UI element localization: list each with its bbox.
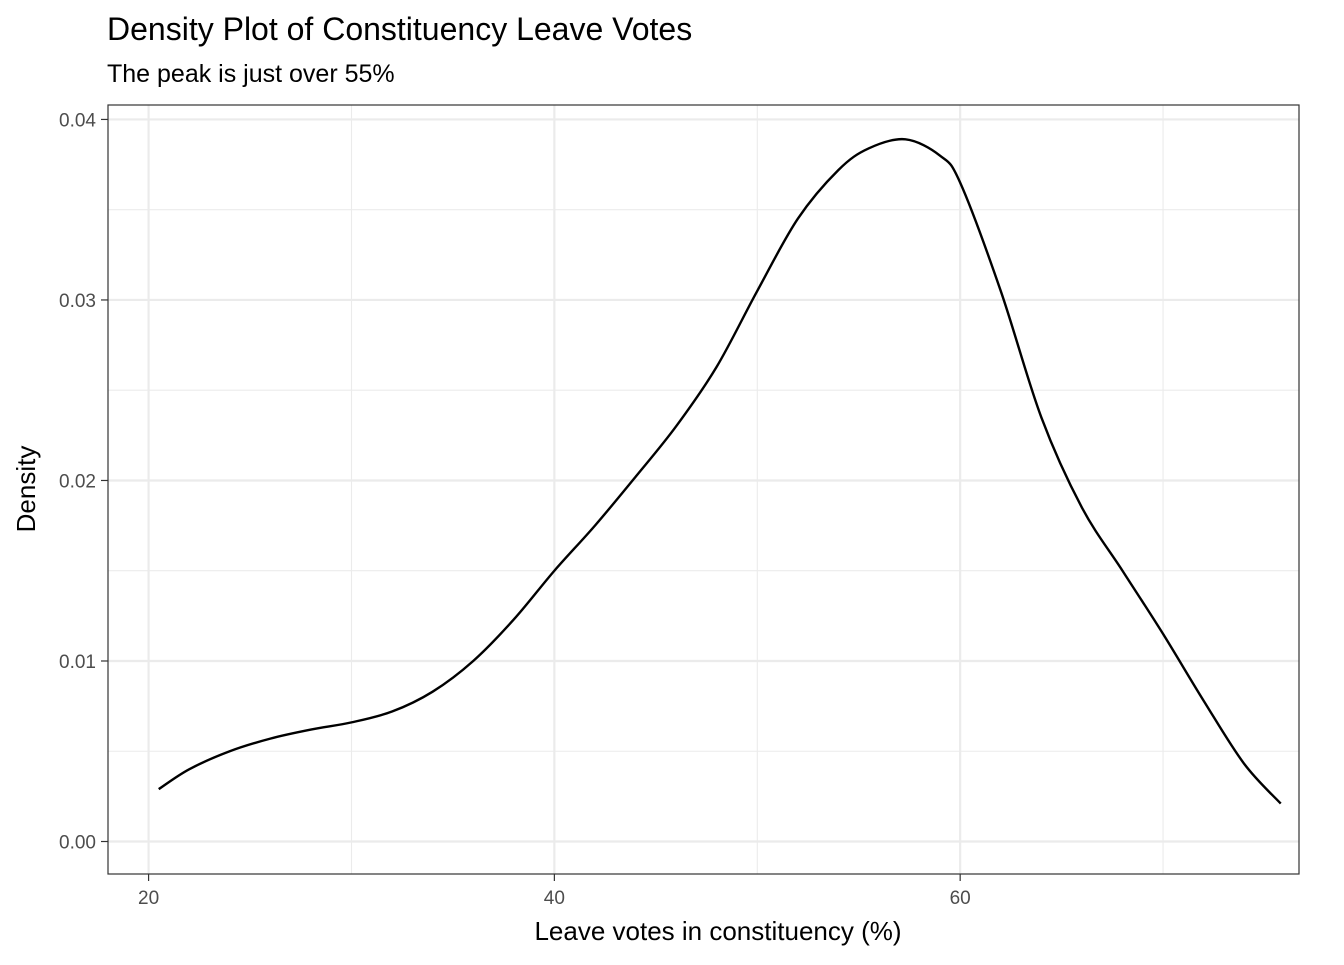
- x-tick-label: 60: [950, 888, 971, 909]
- plot-panel-background: [108, 105, 1299, 874]
- y-tick-label: 0.03: [59, 291, 96, 312]
- y-axis: 0.00 0.01 0.02 0.03 0.04: [59, 110, 108, 853]
- x-tick-label: 20: [138, 888, 159, 909]
- chart-subtitle: The peak is just over 55%: [107, 60, 395, 88]
- y-tick-label: 0.00: [59, 833, 96, 854]
- x-axis: 20 40 60: [138, 874, 971, 909]
- y-tick-label: 0.04: [59, 110, 96, 131]
- y-axis-title: Density: [11, 446, 41, 533]
- x-axis-title: Leave votes in constituency (%): [534, 916, 901, 946]
- x-tick-label: 40: [544, 888, 565, 909]
- y-tick-label: 0.02: [59, 471, 96, 492]
- chart-title: Density Plot of Constituency Leave Votes: [107, 11, 692, 47]
- y-tick-label: 0.01: [59, 652, 96, 673]
